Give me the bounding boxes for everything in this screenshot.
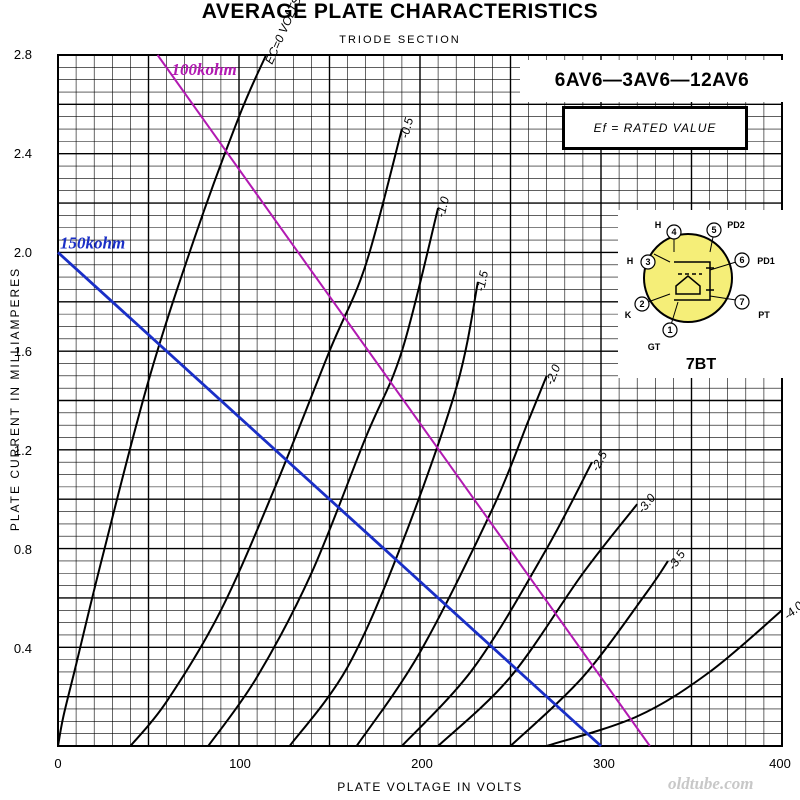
pin-4 — [666, 224, 682, 240]
load-line-label: 150kohm — [60, 233, 125, 252]
pin-leads — [647, 231, 737, 329]
pin-7-number: 7 — [739, 297, 744, 307]
pin-6 — [734, 252, 750, 268]
y-tick-label: 1.6 — [13, 344, 32, 359]
y-axis-label: PLATE CURRENT IN MILLIAMPERES — [8, 266, 22, 532]
bias-curve-label: -3.0 — [635, 491, 659, 516]
pin-2 — [634, 296, 650, 312]
pin-7-name: PT — [758, 310, 770, 320]
pin-3-name: H — [627, 256, 634, 266]
pin-1-name: GT — [648, 342, 661, 352]
y-tick-label: 0.4 — [13, 641, 32, 656]
y-tick-label: 2.8 — [13, 47, 32, 62]
pin-4-number: 4 — [671, 227, 676, 237]
x-axis-label: PLATE VOLTAGE IN VOLTS — [337, 780, 523, 794]
base-circle — [643, 233, 733, 323]
bias-curve-label: -3.5 — [665, 547, 688, 572]
x-tick-label: 400 — [769, 756, 791, 771]
tube-type-label: 6AV6—3AV6—12AV6 — [520, 60, 784, 102]
pin-1 — [662, 322, 678, 338]
pin-6-name: PD1 — [757, 256, 775, 266]
base-type-label: 7BT — [685, 356, 717, 373]
pin-3-number: 3 — [645, 257, 650, 267]
bias-curve-label: -2.0 — [543, 362, 564, 387]
bias-curve-1 — [129, 128, 403, 747]
bias-curve-0 — [57, 54, 268, 747]
pin-1-number: 1 — [667, 325, 672, 335]
plot-frame — [57, 54, 783, 747]
bias-curve-6 — [437, 503, 638, 747]
pin-7 — [734, 294, 750, 310]
pin-2-name: K — [625, 310, 632, 320]
load-line-150kohm — [57, 251, 602, 748]
x-tick-label: 100 — [229, 756, 251, 771]
chart-title: AVERAGE PLATE CHARACTERISTICS — [201, 0, 599, 23]
pin-4-name: H — [655, 220, 662, 230]
bias-curve-label: -1.0 — [433, 195, 452, 219]
y-tick-label: 1.2 — [13, 443, 32, 458]
bias-curve-4 — [355, 375, 548, 747]
pin-2-number: 2 — [639, 299, 644, 309]
bias-curve-2 — [207, 207, 440, 747]
bias-curve-7 — [509, 560, 669, 747]
x-tick-label: 300 — [593, 756, 615, 771]
bias-curve-5 — [401, 461, 593, 747]
watermark: oldtube.com — [668, 774, 754, 793]
base-diagram: 1 2 3 4 5 6 7 GT K H H PD2 PD1 PT 7BT — [618, 210, 784, 378]
chart-subtitle: TRIODE SECTION — [339, 34, 461, 46]
cathode-electrode — [675, 275, 701, 295]
bias-curve-label: -4.0 — [781, 598, 800, 622]
pin-5-number: 5 — [711, 225, 716, 235]
bias-curve-label: -0.5 — [397, 116, 416, 140]
pin-3 — [640, 254, 656, 270]
pin-6-number: 6 — [739, 255, 744, 265]
diode-plates — [706, 267, 714, 291]
y-tick-label: 2.0 — [13, 245, 32, 260]
plate-electrode — [674, 261, 711, 301]
x-tick-label: 0 — [54, 756, 62, 771]
y-tick-label: 0.8 — [13, 542, 32, 557]
x-tick-label: 200 — [411, 756, 433, 771]
base-pinout-diagram: 1 2 3 4 5 6 7 GT K H H PD2 PD1 PT — [625, 220, 775, 352]
y-tick-label: 2.4 — [13, 146, 32, 161]
bias-curve-3 — [288, 281, 479, 747]
load-line-label: 100kohm — [172, 60, 237, 79]
pin-5 — [706, 222, 722, 238]
load-line-100kohm — [156, 54, 651, 747]
pin-5-name: PD2 — [727, 220, 745, 230]
bias-curve-label: -2.5 — [588, 448, 610, 473]
filament-note: Ef = RATED VALUE — [562, 106, 748, 150]
bias-curve-label: -1.5 — [473, 269, 491, 292]
